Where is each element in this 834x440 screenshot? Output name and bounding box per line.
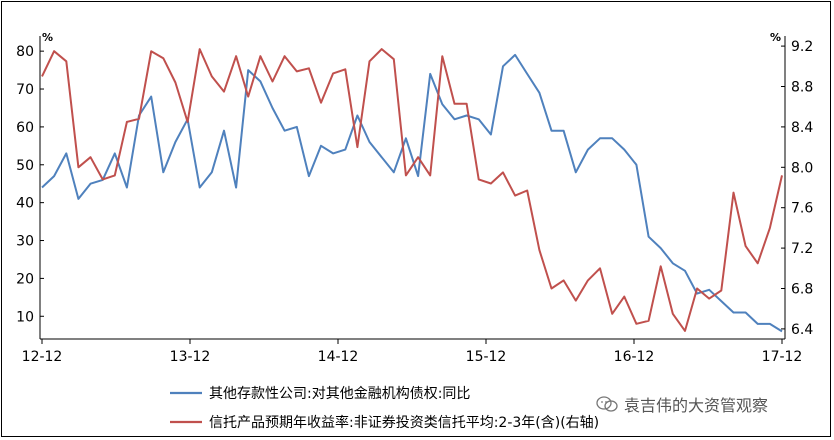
right-tick-label: 9.2 xyxy=(791,39,813,55)
left-axis-ticks: 10 20 30 40 50 60 70 80 xyxy=(16,44,44,325)
x-axis-ticks: 12-12 13-12 14-12 15-12 16-12 17-12 xyxy=(22,339,803,365)
axes xyxy=(39,36,786,340)
x-tick-label: 16-12 xyxy=(614,349,655,365)
left-tick-label: 60 xyxy=(16,120,34,136)
left-tick-label: 70 xyxy=(16,82,34,98)
series-line-1 xyxy=(41,53,783,333)
watermark: 袁吉伟的大资管观察 xyxy=(596,392,768,416)
series-line-2 xyxy=(41,48,783,332)
right-tick-label: 8.8 xyxy=(791,80,813,96)
left-tick-label: 10 xyxy=(16,309,34,325)
left-axis-unit: % xyxy=(42,31,53,44)
left-tick-label: 30 xyxy=(16,234,34,250)
legend-label-2: 信托产品预期年收益率:非证券投资类信托平均:2-3年(含)(右轴) xyxy=(209,414,599,431)
x-tick-label: 17-12 xyxy=(762,349,803,365)
right-axis-unit: % xyxy=(770,31,781,44)
right-tick-label: 8.0 xyxy=(791,160,813,176)
left-tick-label: 80 xyxy=(16,44,34,60)
series-lines xyxy=(41,48,783,333)
x-tick-label: 12-12 xyxy=(22,349,63,365)
left-tick-label: 20 xyxy=(16,271,34,287)
left-tick-label: 50 xyxy=(16,158,34,174)
legend: 其他存款性公司:对其他金融机构债权:同比信托产品预期年收益率:非证券投资类信托平… xyxy=(170,386,599,431)
right-tick-label: 7.2 xyxy=(791,241,813,257)
watermark-text: 袁吉伟的大资管观察 xyxy=(624,396,769,415)
right-tick-label: 7.6 xyxy=(791,201,813,217)
right-tick-label: 6.4 xyxy=(791,322,813,338)
right-tick-label: 8.4 xyxy=(791,120,813,136)
x-tick-label: 15-12 xyxy=(466,349,507,365)
x-tick-label: 14-12 xyxy=(318,349,359,365)
left-tick-label: 40 xyxy=(16,196,34,212)
x-tick-label: 13-12 xyxy=(170,349,211,365)
legend-label-1: 其他存款性公司:对其他金融机构债权:同比 xyxy=(209,386,470,402)
right-tick-label: 6.8 xyxy=(791,282,813,298)
wechat-icon xyxy=(596,396,618,412)
right-axis-ticks: 6.4 6.8 7.2 7.6 8.0 8.4 8.8 9.2 xyxy=(781,39,813,338)
